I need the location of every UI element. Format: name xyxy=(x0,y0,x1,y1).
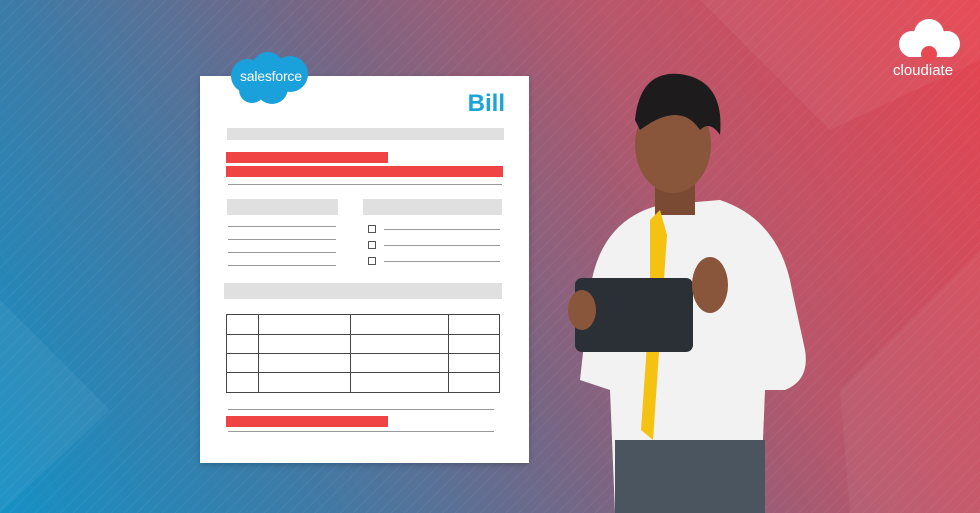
text-line xyxy=(228,226,336,227)
table-sketch xyxy=(226,314,500,393)
highlight-bar xyxy=(226,416,388,427)
text-line xyxy=(228,184,502,185)
cloudiate-cloud-gear-icon xyxy=(899,19,960,62)
text-line xyxy=(228,239,336,240)
text-line xyxy=(384,261,500,262)
checkbox-icon xyxy=(368,241,376,249)
text-line xyxy=(228,431,494,432)
placeholder-bar xyxy=(224,283,502,299)
man-with-tablet-illustration xyxy=(568,73,806,513)
placeholder-bar xyxy=(227,199,338,215)
bill-title: Bill xyxy=(467,90,505,117)
background-shape xyxy=(840,250,980,513)
checkbox-icon xyxy=(368,225,376,233)
cloudiate-logo-text: cloudiate xyxy=(893,62,954,79)
bill-document: Bill xyxy=(200,76,529,463)
text-line xyxy=(228,265,336,266)
background-shape xyxy=(0,300,110,513)
placeholder-bar xyxy=(227,128,504,140)
placeholder-bar xyxy=(363,199,502,215)
checkbox-icon xyxy=(368,257,376,265)
text-line xyxy=(228,252,336,253)
text-line xyxy=(228,409,494,410)
salesforce-logo-text: salesforce xyxy=(240,68,302,84)
highlight-bar xyxy=(226,152,388,163)
salesforce-cloud-logo xyxy=(231,52,308,104)
text-line xyxy=(384,229,500,230)
text-line xyxy=(384,245,500,246)
highlight-bar xyxy=(226,166,503,177)
